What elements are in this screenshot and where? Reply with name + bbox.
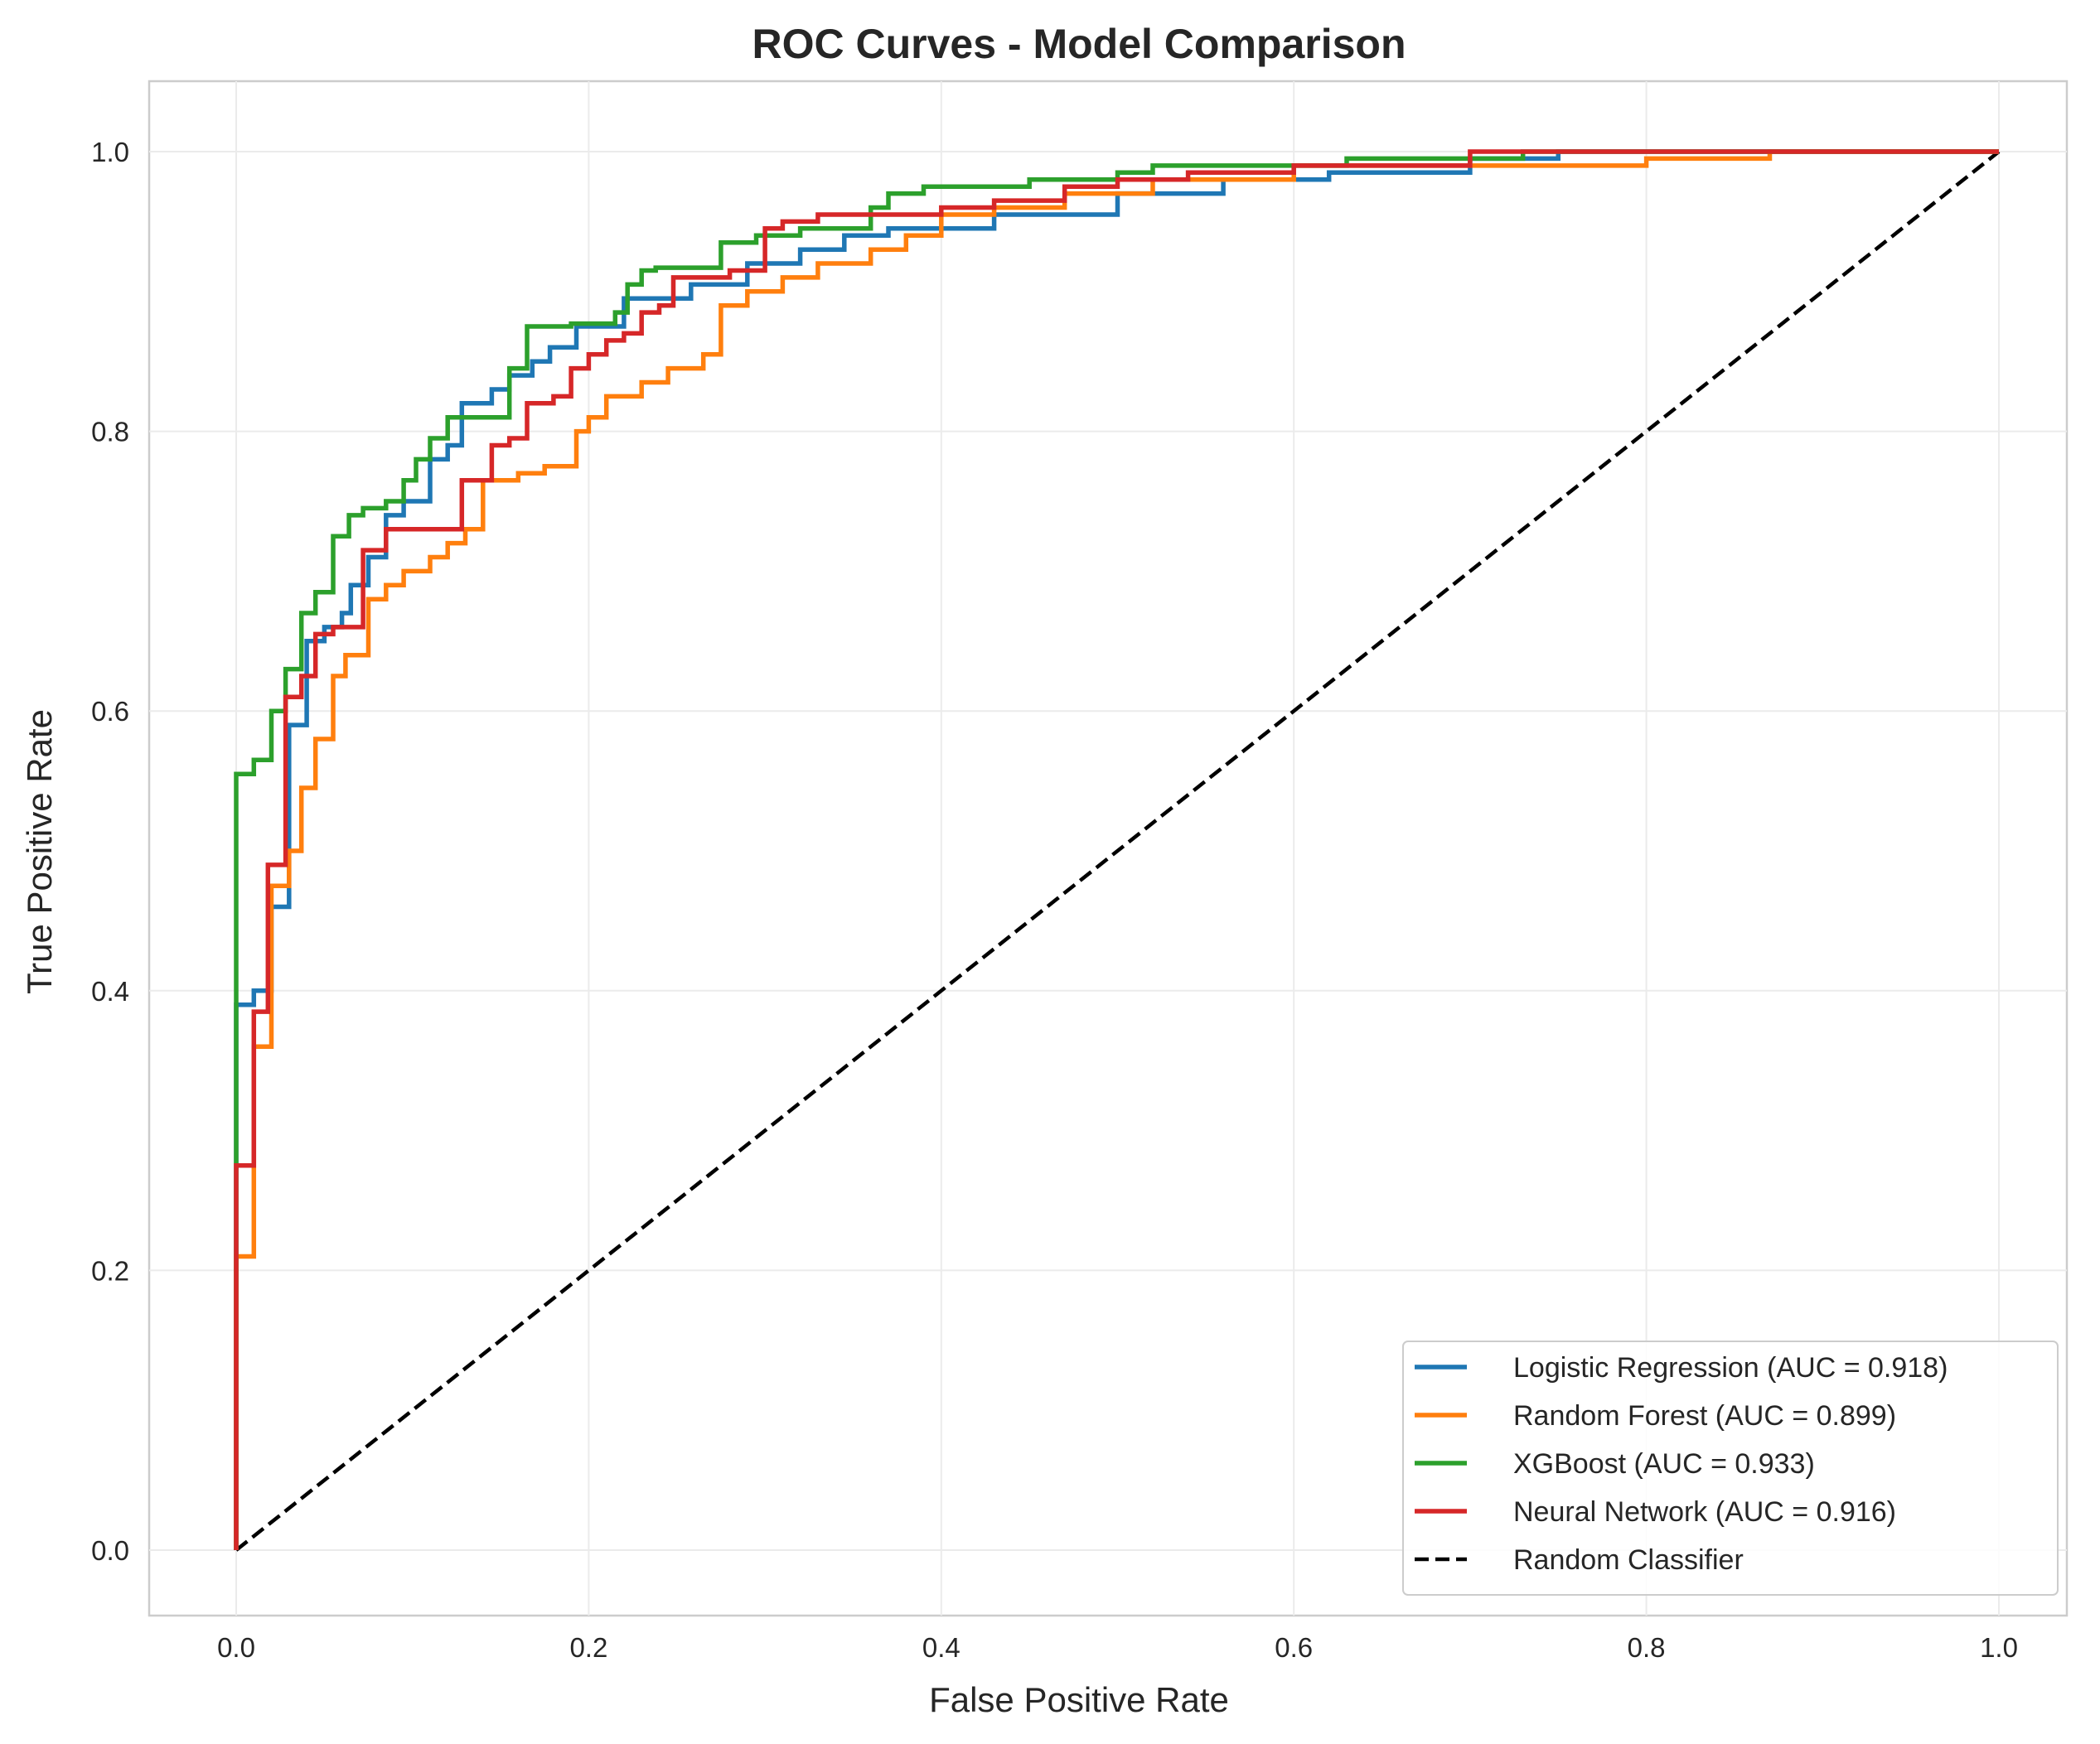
random-forest-roc-line [234, 149, 1999, 1550]
y-tick-label: 0.8 [91, 417, 129, 447]
legend: Logistic Regression (AUC = 0.918) Random … [1402, 1341, 2059, 1596]
grid [149, 81, 2067, 1616]
y-tick-label: 0.4 [91, 976, 129, 1007]
legend-label: Random Classifier [1513, 1544, 1744, 1576]
y-axis-title: True Positive Rate [20, 709, 59, 994]
x-axis-title: False Positive Rate [929, 1680, 1229, 1719]
reference-line-layer [235, 150, 2001, 1552]
y-tick-label: 1.0 [91, 137, 129, 167]
random-classifier-line [235, 150, 2001, 1552]
chart-title: ROC Curves - Model Comparison [752, 21, 1406, 67]
legend-label: XGBoost (AUC = 0.933) [1513, 1448, 1815, 1480]
x-axis-ticks: 0.0 0.2 0.4 0.6 0.8 1.0 [217, 1632, 2018, 1663]
x-tick-label: 0.2 [569, 1632, 607, 1663]
xgboost-roc-line [234, 149, 1999, 1550]
x-tick-label: 0.6 [1275, 1632, 1313, 1663]
neural-network-roc-line [234, 149, 1999, 1550]
y-axis-ticks: 0.0 0.2 0.4 0.6 0.8 1.0 [91, 137, 129, 1566]
legend-label: Neural Network (AUC = 0.916) [1513, 1496, 1896, 1528]
legend-box [1402, 1341, 2059, 1596]
legend-label: Random Forest (AUC = 0.899) [1513, 1400, 1896, 1432]
x-tick-label: 1.0 [1980, 1632, 2018, 1663]
legend-label: Logistic Regression (AUC = 0.918) [1513, 1352, 1948, 1384]
y-tick-label: 0.0 [91, 1535, 129, 1566]
x-tick-label: 0.8 [1628, 1632, 1666, 1663]
y-tick-label: 0.6 [91, 696, 129, 727]
series-layer [234, 149, 1999, 1550]
x-tick-label: 0.0 [217, 1632, 255, 1663]
x-tick-label: 0.4 [922, 1632, 960, 1663]
y-tick-label: 0.2 [91, 1255, 129, 1286]
